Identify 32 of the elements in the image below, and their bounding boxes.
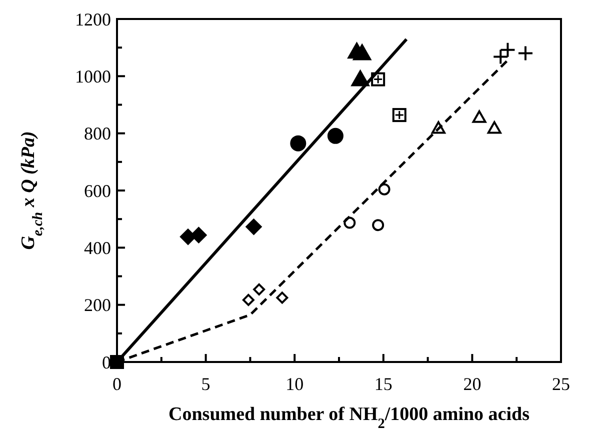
- y-tick-label: 1200: [75, 9, 111, 30]
- point: [372, 219, 384, 232]
- point: [487, 121, 502, 134]
- x-tick-label: 20: [463, 374, 482, 394]
- y-tick-label: 600: [84, 180, 111, 201]
- y-tick-label: 0: [102, 352, 111, 372]
- point: [492, 48, 509, 65]
- point: [378, 183, 390, 196]
- x-tick-label: 5: [201, 374, 210, 394]
- point: [190, 227, 207, 244]
- point: [353, 44, 372, 60]
- x-axis-title: Consumed number of NH$_{2}$/1000 amino acids: [168, 404, 530, 432]
- point: [327, 128, 344, 144]
- y-tick-label: 800: [84, 124, 111, 144]
- point: [290, 135, 306, 152]
- y-tick-label: 1000: [75, 66, 111, 86]
- y-tick-label: 200: [84, 295, 111, 316]
- point: [371, 72, 386, 86]
- point: [351, 70, 370, 86]
- point: [392, 108, 406, 122]
- point: [472, 110, 486, 123]
- x-tick-label: 15: [374, 374, 392, 394]
- x-tick-label: 25: [552, 374, 570, 394]
- point: [180, 228, 196, 245]
- x-tick-label: 10: [286, 374, 304, 394]
- point: [253, 283, 266, 296]
- point: [517, 45, 534, 62]
- point: [500, 42, 516, 58]
- y-tick-label: 400: [84, 238, 111, 258]
- point: [246, 218, 262, 235]
- point: [276, 292, 288, 304]
- point: [242, 294, 254, 306]
